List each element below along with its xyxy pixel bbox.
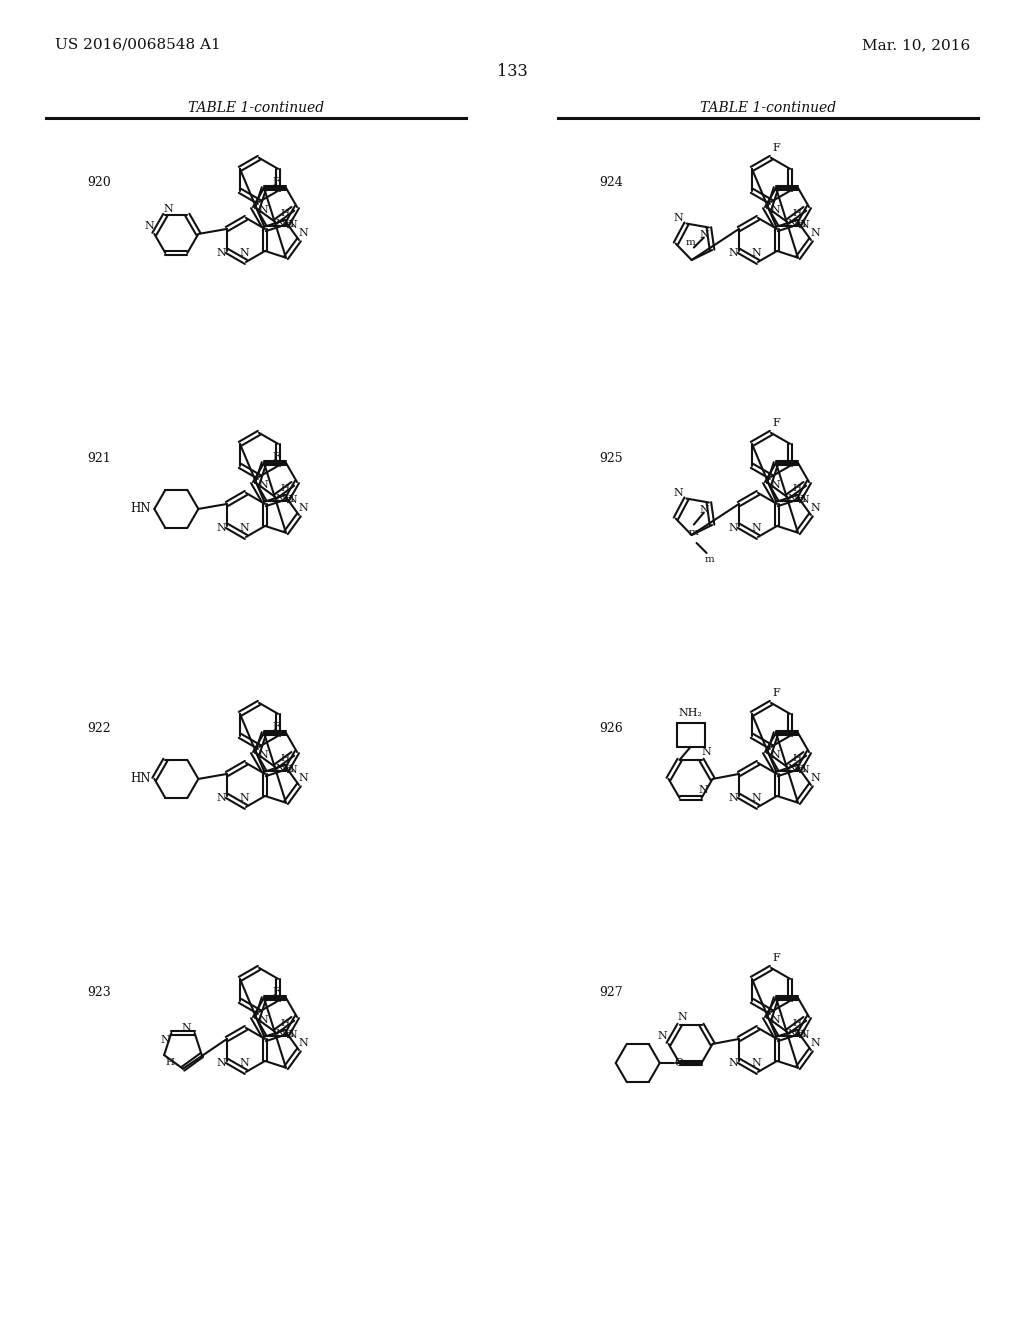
Text: N: N [752, 1057, 761, 1068]
Text: N: N [810, 503, 820, 513]
Text: F: F [272, 177, 280, 187]
Text: 924: 924 [599, 177, 623, 190]
Text: N: N [240, 793, 249, 803]
Text: N: N [216, 1057, 226, 1068]
Text: 922: 922 [87, 722, 111, 734]
Text: N: N [728, 1057, 738, 1068]
Text: N: N [164, 203, 173, 214]
Text: N: N [799, 766, 809, 775]
Text: NH₂: NH₂ [679, 708, 702, 718]
Text: F: F [772, 143, 780, 153]
Text: NH: NH [275, 1028, 295, 1039]
Text: H: H [281, 483, 290, 492]
Text: TABLE 1-continued: TABLE 1-continued [700, 102, 836, 115]
Text: 925: 925 [599, 451, 623, 465]
Text: N: N [770, 1015, 780, 1024]
Text: N: N [258, 480, 268, 490]
Text: NH: NH [275, 219, 295, 228]
Text: N: N [144, 220, 155, 231]
Text: N: N [752, 793, 761, 803]
Text: N: N [699, 506, 709, 516]
Text: N: N [810, 774, 820, 783]
Text: m: m [686, 238, 695, 247]
Text: N: N [698, 785, 709, 795]
Text: F: F [272, 987, 280, 997]
Text: NH: NH [275, 764, 295, 774]
Text: N: N [298, 503, 308, 513]
Text: N: N [258, 1015, 268, 1024]
Text: N: N [287, 495, 297, 506]
Text: HN: HN [130, 503, 151, 515]
Text: N: N [752, 248, 761, 257]
Text: F: F [772, 418, 780, 428]
Text: NH: NH [787, 219, 807, 228]
Text: H: H [166, 1057, 175, 1067]
Text: F: F [772, 953, 780, 962]
Text: N: N [181, 1023, 191, 1034]
Text: N: N [240, 523, 249, 533]
Text: 927: 927 [599, 986, 623, 999]
Text: NH: NH [787, 764, 807, 774]
Text: N: N [728, 523, 738, 533]
Text: 923: 923 [87, 986, 111, 999]
Text: N: N [728, 793, 738, 803]
Text: N: N [240, 1057, 249, 1068]
Text: N: N [240, 248, 249, 257]
Text: N: N [799, 1030, 809, 1040]
Text: N: N [216, 793, 226, 803]
Text: H: H [793, 1019, 802, 1028]
Text: F: F [272, 451, 280, 462]
Text: N: N [674, 487, 683, 498]
Text: F: F [772, 688, 780, 698]
Text: HN: HN [130, 772, 151, 785]
Text: N: N [770, 750, 780, 760]
Text: N: N [216, 523, 226, 533]
Text: H: H [793, 754, 802, 763]
Text: NH: NH [275, 494, 295, 504]
Text: 921: 921 [87, 451, 111, 465]
Text: N: N [258, 750, 268, 760]
Text: N: N [770, 205, 780, 215]
Text: N: N [810, 1038, 820, 1048]
Text: H: H [793, 483, 802, 492]
Text: 920: 920 [87, 177, 111, 190]
Text: N: N [216, 248, 226, 257]
Text: N: N [678, 1012, 687, 1022]
Text: N: N [770, 480, 780, 490]
Text: N: N [728, 248, 738, 257]
Text: H: H [281, 754, 290, 763]
Text: H: H [281, 1019, 290, 1028]
Text: N: N [298, 774, 308, 783]
Text: NH: NH [787, 494, 807, 504]
Text: N: N [287, 220, 297, 230]
Text: N: N [258, 205, 268, 215]
Text: N: N [752, 523, 761, 533]
Text: m: m [689, 528, 698, 537]
Text: F: F [272, 722, 280, 731]
Text: H: H [793, 209, 802, 218]
Text: N: N [657, 1031, 668, 1041]
Text: N: N [298, 1038, 308, 1048]
Text: 926: 926 [599, 722, 623, 734]
Text: US 2016/0068548 A1: US 2016/0068548 A1 [55, 38, 221, 51]
Text: N: N [701, 747, 712, 756]
Text: N: N [298, 228, 308, 238]
Text: N: N [287, 1030, 297, 1040]
Text: N: N [287, 766, 297, 775]
Text: N: N [699, 231, 709, 240]
Text: N: N [799, 220, 809, 230]
Text: N: N [674, 213, 683, 223]
Text: m: m [705, 554, 715, 564]
Text: NH: NH [787, 1028, 807, 1039]
Text: N: N [810, 228, 820, 238]
Text: N: N [799, 495, 809, 506]
Text: O: O [675, 1059, 683, 1068]
Text: H: H [281, 209, 290, 218]
Text: 133: 133 [497, 63, 527, 81]
Text: Mar. 10, 2016: Mar. 10, 2016 [862, 38, 970, 51]
Text: TABLE 1-continued: TABLE 1-continued [188, 102, 324, 115]
Text: N: N [161, 1035, 170, 1045]
